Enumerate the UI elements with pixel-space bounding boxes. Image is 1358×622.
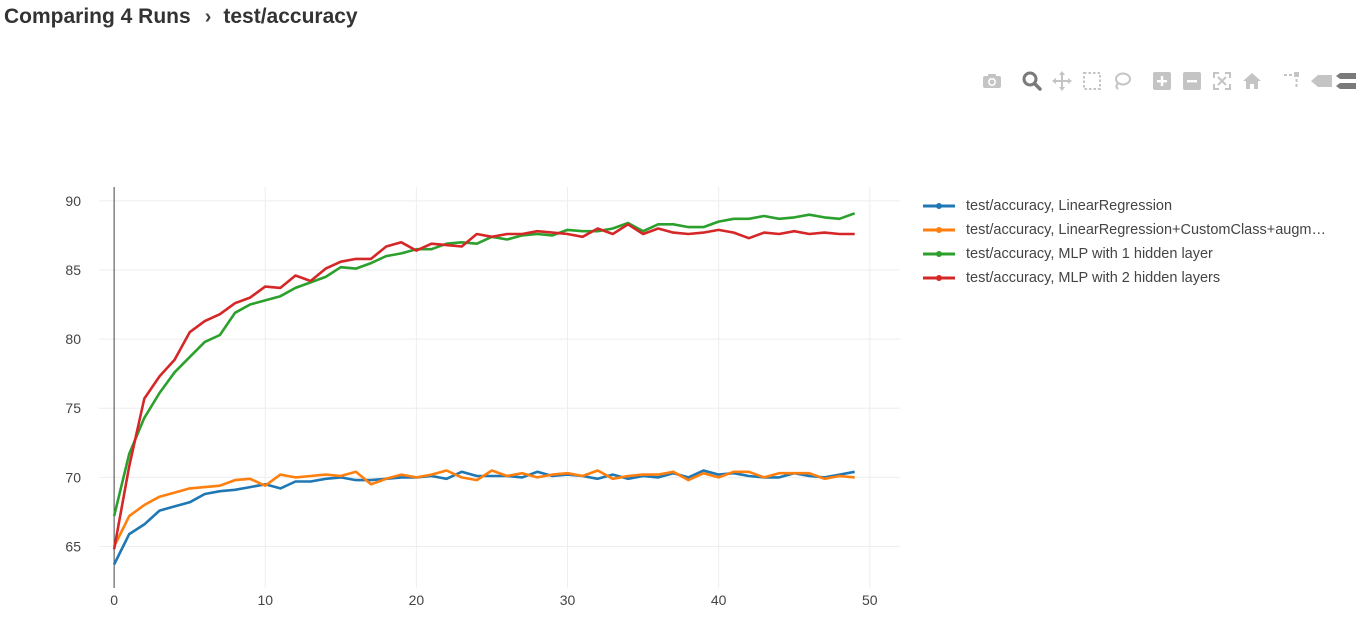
legend-label: test/accuracy, MLP with 1 hidden layer [966, 246, 1213, 262]
x-tick-label: 20 [409, 592, 425, 608]
y-tick-label: 85 [65, 262, 81, 278]
autoscale-icon[interactable] [1211, 70, 1233, 92]
lasso-select-icon[interactable] [1111, 70, 1133, 92]
page-title[interactable]: Comparing 4 Runs [4, 5, 191, 28]
legend-item[interactable]: test/accuracy, LinearRegression [922, 196, 1172, 216]
series-line-3[interactable] [112, 212, 856, 517]
legend-swatch-icon [923, 251, 955, 257]
hover-compare-icon[interactable] [1336, 70, 1358, 92]
legend-item[interactable]: test/accuracy, MLP with 1 hidden layer [922, 244, 1213, 264]
series-line-4[interactable] [112, 223, 855, 550]
series-line-2[interactable] [112, 469, 855, 548]
x-tick-label: 40 [711, 592, 727, 608]
spike-lines-icon[interactable] [1281, 70, 1303, 92]
legend-label: test/accuracy, MLP with 2 hidden layers [966, 270, 1221, 286]
legend-swatch-icon [923, 275, 955, 281]
camera-icon[interactable] [981, 70, 1003, 92]
zoom-icon[interactable] [1021, 70, 1043, 92]
hover-closest-icon[interactable] [1311, 70, 1333, 92]
x-tick-label: 50 [862, 592, 878, 608]
page-header: Comparing 4 Runs › test/accuracy [4, 4, 358, 30]
box-select-icon[interactable] [1081, 70, 1103, 92]
legend-swatch-icon [923, 203, 955, 209]
legend-label: test/accuracy, LinearRegression+CustomCl… [966, 222, 1326, 238]
legend-item[interactable]: test/accuracy, MLP with 2 hidden layers [922, 268, 1220, 288]
zoom-out-icon[interactable] [1181, 70, 1203, 92]
x-tick-label: 30 [560, 592, 576, 608]
y-tick-label: 80 [65, 331, 81, 347]
grid [99, 187, 900, 588]
y-tick-label: 90 [65, 193, 81, 209]
legend-label: test/accuracy, LinearRegression [966, 198, 1173, 214]
series-lines [112, 212, 856, 566]
pan-icon[interactable] [1051, 70, 1073, 92]
y-tick-label: 65 [65, 539, 81, 555]
zoom-in-icon[interactable] [1151, 70, 1173, 92]
y-tick-label: 75 [65, 400, 81, 416]
breadcrumb-chevron-icon: › [204, 5, 212, 28]
metric-title: test/accuracy [223, 5, 358, 28]
x-tick-label: 10 [257, 592, 273, 608]
reset-axes-icon[interactable] [1241, 70, 1263, 92]
legend-item[interactable]: test/accuracy, LinearRegression+CustomCl… [922, 220, 1326, 240]
y-tick-label: 70 [65, 469, 81, 485]
x-tick-label: 0 [110, 592, 118, 608]
legend-swatch-icon [923, 227, 955, 233]
axes: 65 70 75 80 85 90 0 10 20 30 40 50 [65, 187, 878, 608]
